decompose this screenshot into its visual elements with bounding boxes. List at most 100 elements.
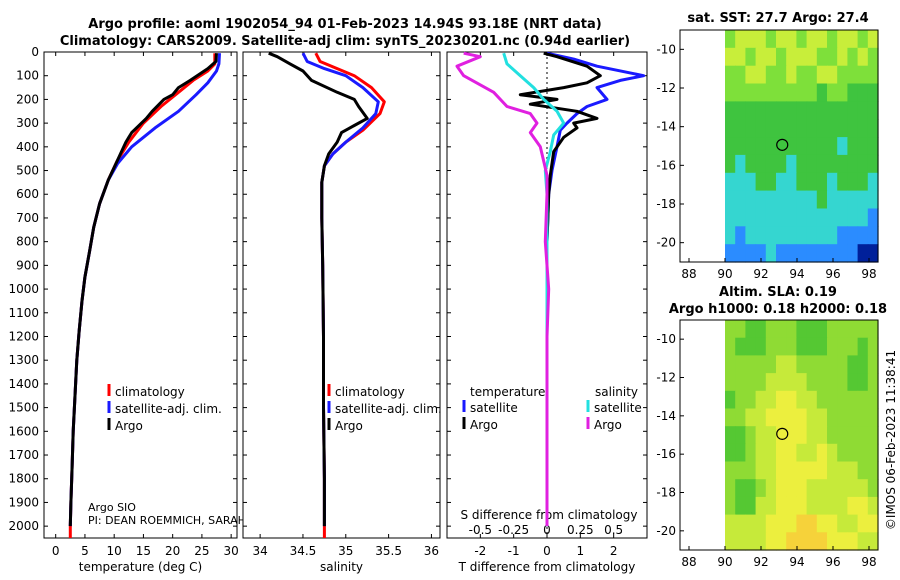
map-x-tick-label: 98 [861,267,876,281]
heatmap-cell [755,337,767,356]
heatmap-cell [735,390,746,410]
heatmap-cell [796,47,808,67]
heatmap-cell [837,479,848,498]
heatmap-cell [725,408,736,427]
map-y-tick-label: -16 [656,158,676,172]
heatmap-cell [816,83,828,102]
legend-label: Argo [115,419,143,433]
heatmap-cell [755,390,767,410]
heatmap-cell [796,443,808,463]
heatmap-cell [806,208,818,227]
heatmap-cell [735,83,746,102]
heatmap-cell [806,65,818,85]
heatmap-cell [806,408,818,427]
heatmap-cell [816,532,828,551]
depth-tick-label: 0 [31,45,39,59]
legend-label: climatology [115,385,185,399]
heatmap-cell [837,355,848,374]
heatmap-cell [837,119,848,138]
heatmap-cell [745,390,757,410]
heatmap-cell [827,390,838,410]
heatmap-cell [806,190,818,209]
heatmap-cell [765,532,777,551]
depth-tick-label: 200 [16,92,39,106]
x-tick-label: 25 [194,544,209,558]
heatmap-cell [847,101,859,120]
x-tick-label: 35.5 [375,544,402,558]
heatmap-cell [867,65,879,85]
heatmap-cell [786,83,797,102]
heatmap-cell [765,244,777,263]
heatmap-cell [827,208,838,227]
heatmap-cell [837,47,848,67]
heatmap-cell [827,190,838,209]
panel-difference: -2 -1 0 1 2 T difference from climatology -0.5… [446,51,648,574]
heatmap-cell [857,172,869,192]
heatmap-cell [776,426,787,445]
heatmap-cell [745,83,757,102]
depth-tick-label: 100 [16,69,39,83]
heatmap-cell [796,226,808,245]
x-tick-label: 36 [424,544,439,558]
heatmap-cell [867,514,879,533]
heatmap-cell [725,208,736,227]
heatmap-cell [735,461,746,480]
legend-label: Argo [335,419,363,433]
heatmap-cell [837,496,848,516]
heatmap-cell [827,443,838,463]
x-tick-label: -1 [508,544,520,558]
map-x-tick-label: 90 [717,555,732,569]
heatmap-cell [837,532,848,551]
heatmap-cell [816,208,828,227]
heatmap-cell [796,244,808,263]
heatmap-cell [725,47,736,67]
heatmap-cell [765,426,777,445]
x-tick-label: 35 [338,544,353,558]
heatmap-cell [786,355,797,374]
heatmap-cell [745,532,757,551]
map-y-tick-label: -10 [656,42,676,56]
panel-frame [43,51,238,539]
heatmap-cell [827,355,838,374]
heatmap-cell [867,479,879,498]
heatmap-cell [867,226,879,245]
heatmap-cell [735,408,746,427]
depth-tick-label: 800 [16,235,39,249]
map-x-tick-label: 96 [825,555,840,569]
heatmap-cell [735,320,746,339]
heatmap-cell [786,137,797,156]
heatmap-cell [796,461,808,480]
heatmap-cell [786,190,797,209]
heatmap-cell [867,190,879,209]
heatmap-cell [857,83,869,102]
heatmap-cell [806,83,818,102]
heatmap-cell [827,320,838,339]
heatmap-cell [725,190,736,209]
heatmap-cell [796,373,808,392]
heatmap-cell [816,355,828,374]
heatmap-cell [857,208,869,227]
x-tick-label: 0 [543,544,551,558]
heatmap-cell [837,30,848,49]
panel-temperature: 0 5 10 15 20 25 30 temperature (deg C) climatolo… [43,51,246,574]
heatmap-cell [755,408,767,427]
x-axis-label: temperature (deg C) [79,560,202,574]
x-tick-label: 15 [136,544,151,558]
heatmap-cell [776,101,787,120]
map-x-tick-label: 92 [753,555,768,569]
heatmap-cell [725,137,736,156]
heatmap-cell [847,514,859,533]
heatmap-cell [755,244,767,263]
heatmap-cell [755,101,767,120]
heatmap-cell [765,514,777,533]
heatmap-cell [816,101,828,120]
heatmap-cell [857,532,869,551]
heatmap-cell [745,355,757,374]
heatmap-cell [745,373,757,392]
heatmap-cell [847,479,859,498]
heatmap-cell [786,373,797,392]
heatmap-cell [867,172,879,192]
heatmap-cell [857,355,869,374]
heatmap-cell [786,337,797,356]
